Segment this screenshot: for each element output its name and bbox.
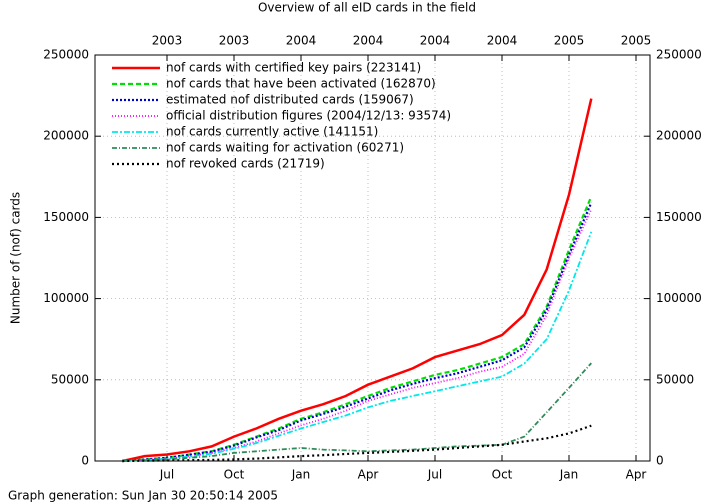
y2-tick-label: 150000 — [656, 210, 702, 224]
y-tick-label: 100000 — [43, 291, 89, 305]
x2-tick-label: 2003 — [219, 34, 250, 48]
series-line — [122, 424, 592, 463]
y-tick-label: 200000 — [43, 129, 89, 143]
y-tick-label: 0 — [81, 454, 89, 468]
series-line — [122, 196, 593, 463]
legend-label: nof revoked cards (21719) — [166, 157, 325, 171]
y2-tick-label: 250000 — [656, 48, 702, 62]
x-tick-label: Oct — [492, 468, 513, 482]
series-line — [122, 362, 592, 462]
legend-label: nof cards waiting for activation (60271) — [166, 141, 404, 155]
chart-title: Overview of all eID cards in the field — [258, 1, 476, 15]
x2-tick-label: 2004 — [420, 34, 451, 48]
legend-label: estimated nof distributed cards (159067) — [166, 93, 414, 107]
series-line — [122, 202, 593, 463]
y2-tick-label: 100000 — [656, 291, 702, 305]
x-tick-label: Jan — [291, 468, 311, 482]
legend-label: official distribution figures (2004/12/1… — [166, 109, 451, 123]
y2-tick-label: 0 — [656, 454, 664, 468]
x-tick-label: Jul — [159, 468, 174, 482]
x2-tick-label: 2005 — [554, 34, 585, 48]
plot-frame — [94, 54, 651, 462]
y2-tick-label: 50000 — [656, 372, 694, 386]
y-tick-label: 50000 — [51, 372, 89, 386]
x2-tick-label: 2003 — [152, 34, 183, 48]
series-line — [122, 231, 593, 462]
x2-tick-label: 2005 — [621, 34, 652, 48]
x-tick-label: Jul — [427, 468, 442, 482]
x2-tick-label: 2004 — [487, 34, 518, 48]
y-tick-label: 250000 — [43, 48, 89, 62]
series-line — [122, 208, 593, 462]
legend-label: nof cards with certified key pairs (2231… — [166, 61, 421, 75]
y-axis-label: Number of (nof) cards — [9, 192, 23, 324]
series-line — [122, 98, 593, 463]
y2-tick-label: 200000 — [656, 129, 702, 143]
x-tick-label: Oct — [224, 468, 245, 482]
x2-tick-label: 2004 — [353, 34, 384, 48]
x2-tick-label: 2004 — [286, 34, 317, 48]
x-tick-label: Apr — [626, 468, 647, 482]
y-tick-label: 150000 — [43, 210, 89, 224]
footer: Graph generation: Sun Jan 30 20:50:14 20… — [8, 489, 278, 503]
legend-label: nof cards currently active (141151) — [166, 125, 378, 139]
legend-label: nof cards that have been activated (1628… — [166, 77, 436, 91]
x-tick-label: Jan — [559, 468, 579, 482]
x-tick-label: Apr — [358, 468, 379, 482]
